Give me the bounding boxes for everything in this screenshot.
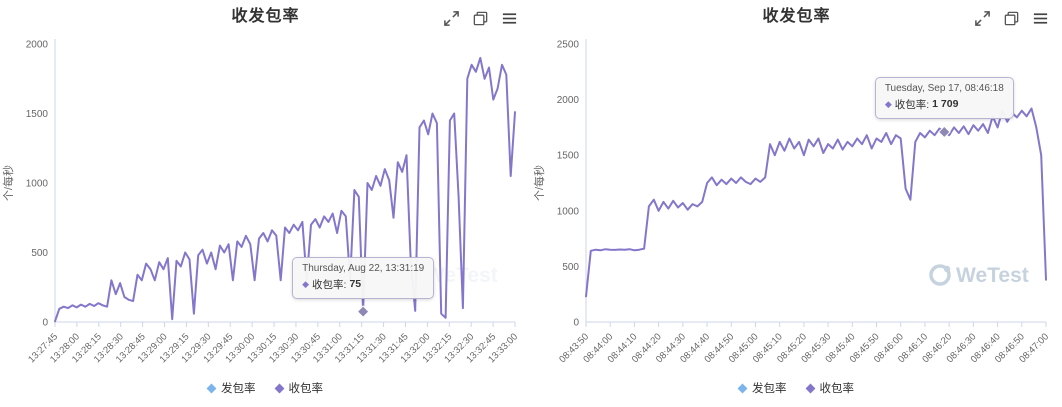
svg-text:2000: 2000 <box>26 40 49 51</box>
legend: 发包率 收包率 <box>531 375 1062 401</box>
fullscreen-icon[interactable] <box>439 6 463 30</box>
chart-title: 收发包率 <box>231 8 300 25</box>
svg-text:2500: 2500 <box>557 40 580 51</box>
svg-text:个/每秒: 个/每秒 <box>532 165 546 201</box>
chart-plot-area[interactable]: 0 500 1000 1500 2000 2500 个/每秒 08:43:50 08:44:00… <box>531 30 1062 373</box>
legend-item-receive-rate[interactable]: 收包率 <box>805 380 855 396</box>
clone-icon[interactable] <box>999 6 1023 30</box>
svg-text:0: 0 <box>573 318 579 329</box>
chart-title: 收发包率 <box>762 8 831 25</box>
svg-text:个/每秒: 个/每秒 <box>1 165 15 201</box>
svg-text:500: 500 <box>31 248 48 259</box>
diamond-marker-icon <box>274 383 284 393</box>
menu-icon[interactable] <box>497 6 521 30</box>
legend-label: 发包率 <box>221 383 256 395</box>
chart-toolbar <box>439 6 521 30</box>
diamond-marker-icon <box>737 383 748 393</box>
svg-text:2000: 2000 <box>557 95 580 106</box>
diamond-marker-icon <box>206 383 217 393</box>
legend-item-receive-rate[interactable]: 收包率 <box>274 380 324 396</box>
chart-panel-left: 收发包率 <box>0 4 531 401</box>
line-chart[interactable]: 05001000150020002500个/每秒08:43:5008:44:00… <box>531 30 1062 373</box>
svg-text:1000: 1000 <box>557 206 580 217</box>
legend-label: 收包率 <box>288 383 324 395</box>
svg-text:1500: 1500 <box>26 109 49 120</box>
legend: 发包率 收包率 <box>0 375 531 401</box>
svg-text:1500: 1500 <box>557 151 580 162</box>
svg-text:WeTest: WeTest <box>956 264 1029 287</box>
legend-item-send-rate[interactable]: 发包率 <box>737 380 787 396</box>
svg-text:500: 500 <box>562 262 579 273</box>
fullscreen-icon[interactable] <box>970 6 994 30</box>
diamond-marker-icon <box>805 383 815 393</box>
legend-label: 收包率 <box>819 383 855 395</box>
chart-header: 收发包率 <box>531 4 1062 30</box>
legend-item-send-rate[interactable]: 发包率 <box>206 380 256 396</box>
chart-plot-area[interactable]: 0 500 1000 1500 2000 个/每秒 13:27:45 13:28:00 13:2… <box>0 30 531 373</box>
svg-text:0: 0 <box>42 318 48 329</box>
svg-text:1000: 1000 <box>26 179 49 190</box>
legend-label: 发包率 <box>752 383 787 395</box>
line-chart[interactable]: 0500100015002000个/每秒13:27:4513:28:0013:2… <box>0 30 531 373</box>
chart-header: 收发包率 <box>0 4 531 30</box>
chart-panel-right: 收发包率 <box>531 0 1062 407</box>
chart-toolbar <box>970 6 1052 30</box>
clone-icon[interactable] <box>468 6 492 30</box>
menu-icon[interactable] <box>1028 6 1052 30</box>
